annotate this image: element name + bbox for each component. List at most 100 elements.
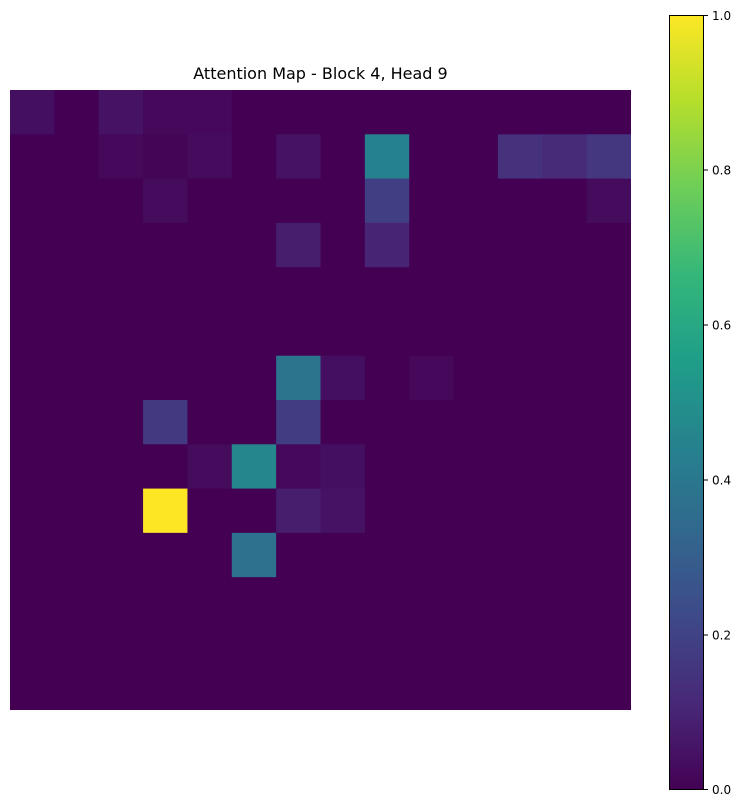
heatmap-cell-13-12 [542,665,588,710]
heatmap-cell-7-10 [453,400,499,445]
heatmap-cell-6-6 [276,355,322,401]
heatmap-cell-13-11 [497,665,543,710]
heatmap-cell-2-1 [54,178,100,224]
heatmap-cell-8-9 [409,444,455,490]
heatmap-cell-0-2 [98,90,144,135]
heatmap-cell-7-8 [364,400,410,445]
heatmap-cell-13-6 [276,665,322,710]
heatmap-cell-8-5 [231,444,277,490]
heatmap-cell-13-5 [231,665,277,710]
heatmap-cell-3-9 [409,222,455,268]
heatmap-cell-9-4 [187,488,233,534]
heatmap-cell-4-13 [586,267,631,313]
heatmap-cell-4-6 [276,267,322,313]
heatmap-cell-8-12 [542,444,588,490]
heatmap-cell-1-12 [542,134,588,180]
heatmap-cell-7-11 [497,400,543,445]
heatmap-cell-11-13 [586,577,631,623]
heatmap-cell-8-3 [143,444,189,490]
heatmap-cell-8-13 [586,444,631,490]
heatmap-cell-5-5 [231,311,277,357]
heatmap-cell-7-4 [187,400,233,445]
heatmap-cell-0-8 [364,90,410,135]
heatmap-cell-8-7 [320,444,366,490]
heatmap-cell-5-7 [320,311,366,357]
heatmap-cell-8-1 [54,444,100,490]
heatmap-cell-13-7 [320,665,366,710]
heatmap-cell-11-1 [54,577,100,623]
heatmap-cell-12-7 [320,621,366,667]
heatmap-cell-7-9 [409,400,455,445]
heatmap-cell-7-2 [98,400,144,445]
heatmap-cell-8-11 [497,444,543,490]
heatmap-cell-4-9 [409,267,455,313]
heatmap-cell-11-3 [143,577,189,623]
heatmap-cell-3-12 [542,222,588,268]
heatmap-cell-4-10 [453,267,499,313]
heatmap-cell-7-3 [143,400,189,445]
heatmap-cell-6-10 [453,355,499,401]
heatmap-cell-8-10 [453,444,499,490]
heatmap [10,90,631,710]
heatmap-cell-3-6 [276,222,322,268]
heatmap-cell-9-9 [409,488,455,534]
heatmap-cell-11-7 [320,577,366,623]
heatmap-cell-6-4 [187,355,233,401]
colorbar-tick-label: 0.4 [712,474,731,488]
heatmap-cell-2-6 [276,178,322,224]
heatmap-cell-6-12 [542,355,588,401]
heatmap-cell-12-11 [497,621,543,667]
heatmap-cell-13-10 [453,665,499,710]
heatmap-cell-3-10 [453,222,499,268]
heatmap-cell-3-11 [497,222,543,268]
heatmap-cell-9-2 [98,488,144,534]
heatmap-cell-8-0 [10,444,55,490]
heatmap-cell-9-1 [54,488,100,534]
heatmap-cell-5-0 [10,311,55,357]
heatmap-cell-5-2 [98,311,144,357]
heatmap-cell-5-1 [54,311,100,357]
heatmap-cell-0-4 [187,90,233,135]
heatmap-cell-11-0 [10,577,55,623]
heatmap-cell-11-4 [187,577,233,623]
heatmap-cell-1-10 [453,134,499,180]
heatmap-cell-3-4 [187,222,233,268]
heatmap-cell-6-1 [54,355,100,401]
heatmap-cell-6-8 [364,355,410,401]
heatmap-cell-2-4 [187,178,233,224]
heatmap-cell-4-1 [54,267,100,313]
heatmap-cell-0-6 [276,90,322,135]
heatmap-cell-5-9 [409,311,455,357]
heatmap-cell-12-3 [143,621,189,667]
colorbar-gradient [669,15,704,790]
colorbar-frame [669,15,704,790]
heatmap-cell-4-3 [143,267,189,313]
heatmap-cell-4-0 [10,267,55,313]
heatmap-cell-13-2 [98,665,144,710]
heatmap-cell-1-3 [143,134,189,180]
heatmap-cell-11-6 [276,577,322,623]
colorbar-tick-label: 0.2 [712,629,731,643]
heatmap-cell-10-11 [497,532,543,578]
heatmap-cell-3-5 [231,222,277,268]
heatmap-cell-6-3 [143,355,189,401]
heatmap-cell-1-6 [276,134,322,180]
heatmap-cell-4-12 [542,267,588,313]
heatmap-cell-0-0 [10,90,55,135]
heatmap-cell-9-13 [586,488,631,534]
heatmap-cell-7-13 [586,400,631,445]
heatmap-cell-12-5 [231,621,277,667]
heatmap-cell-12-4 [187,621,233,667]
heatmap-cell-3-0 [10,222,55,268]
heatmap-cell-12-10 [453,621,499,667]
heatmap-cell-10-7 [320,532,366,578]
heatmap-cell-7-6 [276,400,322,445]
heatmap-cell-1-8 [364,134,410,180]
heatmap-cell-1-4 [187,134,233,180]
heatmap-cell-4-4 [187,267,233,313]
heatmap-cell-3-2 [98,222,144,268]
heatmap-cell-9-11 [497,488,543,534]
heatmap-cell-9-12 [542,488,588,534]
heatmap-cell-7-5 [231,400,277,445]
heatmap-cell-10-3 [143,532,189,578]
